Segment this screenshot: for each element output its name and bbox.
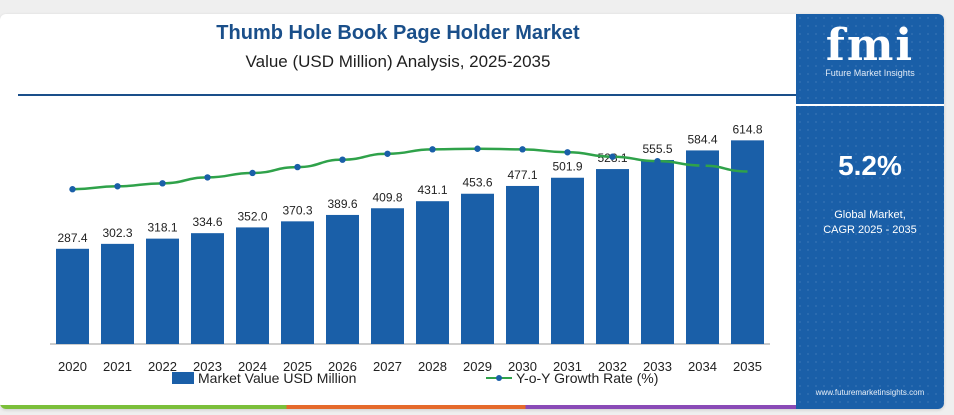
legend-bar-swatch [172, 372, 194, 384]
growth-point-2021 [114, 183, 121, 190]
chart-subtitle: Value (USD Million) Analysis, 2025-2035 [245, 52, 551, 71]
growth-point-2025 [294, 163, 301, 171]
sidebar-panel: fmi Future Market Insights 5.2% Global M… [796, 14, 944, 409]
bar-2024 [236, 227, 269, 344]
bar-2020 [56, 248, 89, 344]
bar-value-label-2022: 318.1 [147, 221, 177, 235]
bar-2025 [281, 221, 314, 344]
cagr-label-line2: CAGR 2025 - 2035 [823, 224, 917, 236]
bar-value-label-2035: 614.8 [732, 122, 762, 136]
chart-card: Thumb Hole Book Page Holder Market Value… [0, 14, 944, 409]
cagr-value: 5.2% [838, 150, 902, 181]
bar-value-label-2027: 409.8 [372, 190, 402, 204]
bar-2027 [371, 208, 404, 344]
x-tick-2022: 2022 [148, 359, 177, 374]
x-tick-2025: 2025 [283, 359, 312, 374]
x-tick-2024: 2024 [238, 359, 267, 374]
bar-value-label-2030: 477.1 [507, 168, 537, 182]
bar-value-label-2020: 287.4 [57, 231, 87, 245]
legend-line-label: Y-o-Y Growth Rate (%) [516, 370, 659, 386]
bar-2031 [551, 177, 584, 344]
title-divider [18, 94, 796, 96]
x-tick-2020: 2020 [58, 359, 87, 374]
legend-item-line: Y-o-Y Growth Rate (%) [486, 370, 658, 386]
growth-point-2027 [384, 150, 391, 157]
legend-item-bars: Market Value USD Million [172, 370, 356, 386]
bar-value-label-2024: 352.0 [237, 209, 267, 223]
growth-point-2024 [249, 169, 256, 177]
logo-mark: fmi [825, 20, 915, 71]
bar-value-label-2021: 302.3 [102, 226, 132, 240]
fmi-logo: fmi Future Market Insights [796, 20, 944, 79]
x-tick-2027: 2027 [373, 359, 402, 374]
website-link[interactable]: www.futuremarketinsights.com [815, 388, 925, 397]
growth-point-2020 [69, 186, 76, 193]
bar-2022 [146, 238, 179, 344]
bar-value-label-2028: 431.1 [417, 183, 447, 197]
bar-2032 [596, 169, 629, 344]
bar-value-label-2023: 334.6 [192, 215, 222, 229]
cagr-label: Global Market, CAGR 2025 - 2035 [796, 208, 944, 238]
growth-point-2026 [339, 156, 346, 163]
x-tick-2034: 2034 [688, 359, 717, 374]
x-tick-2030: 2030 [508, 359, 537, 374]
growth-point-2030 [519, 146, 526, 153]
bar-2033 [641, 159, 674, 344]
bar-value-label-2026: 389.6 [327, 197, 357, 211]
logo-subtitle: Future Market Insights [825, 68, 915, 78]
bar-2029 [461, 193, 494, 344]
legend-bar-label: Market Value USD Million [198, 370, 357, 386]
growth-point-2028 [429, 146, 436, 153]
bar-value-label-2031: 501.9 [552, 160, 582, 174]
bar-2021 [101, 243, 134, 344]
bar-2028 [416, 201, 449, 344]
x-tick-2035: 2035 [733, 359, 762, 374]
growth-point-2022 [159, 180, 166, 187]
growth-point-2034 [699, 162, 706, 169]
growth-point-2029 [474, 145, 481, 152]
x-tick-2029: 2029 [463, 359, 492, 374]
bar-2035 [731, 140, 764, 344]
bar-value-label-2034: 584.4 [687, 132, 717, 146]
growth-point-2032 [609, 153, 616, 160]
growth-rate-line [72, 147, 748, 191]
growth-point-2033 [654, 157, 661, 165]
x-tick-2026: 2026 [328, 359, 357, 374]
bar-value-label-2025: 370.3 [282, 203, 312, 217]
x-tick-2028: 2028 [418, 359, 447, 374]
market-chart: 287.4 2020 302.3 2021 318.1 2022 334.6 2023 352.… [50, 122, 770, 374]
x-tick-2032: 2032 [598, 359, 627, 374]
chart-area: Thumb Hole Book Page Holder Market Value… [0, 14, 796, 409]
legend-line-swatch [486, 372, 512, 384]
bar-value-label-2033: 555.5 [642, 142, 672, 156]
x-tick-2021: 2021 [103, 359, 132, 374]
bar-2034 [686, 150, 719, 344]
chart-title: Thumb Hole Book Page Holder Market [216, 22, 580, 44]
bar-2030 [506, 185, 539, 344]
growth-point-2031 [564, 149, 571, 156]
x-tick-2023: 2023 [193, 359, 222, 374]
bar-2023 [191, 233, 224, 344]
bottom-color-stripe [0, 405, 796, 409]
bar-2026 [326, 214, 359, 344]
growth-point-2023 [204, 174, 211, 181]
sidebar-divider [796, 104, 944, 106]
x-tick-2031: 2031 [553, 359, 582, 374]
cagr-label-line1: Global Market, [834, 209, 906, 221]
bar-value-label-2029: 453.6 [462, 176, 492, 190]
x-tick-2033: 2033 [643, 359, 672, 374]
